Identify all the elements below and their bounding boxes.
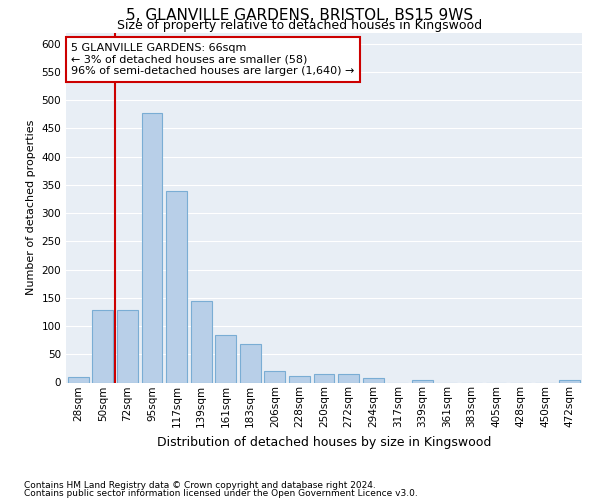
Bar bbox=[289, 376, 310, 382]
Bar bbox=[142, 113, 163, 382]
Bar bbox=[362, 378, 383, 382]
X-axis label: Distribution of detached houses by size in Kingswood: Distribution of detached houses by size … bbox=[157, 436, 491, 448]
Bar bbox=[314, 374, 334, 382]
Bar bbox=[559, 380, 580, 382]
Text: 5, GLANVILLE GARDENS, BRISTOL, BS15 9WS: 5, GLANVILLE GARDENS, BRISTOL, BS15 9WS bbox=[127, 8, 473, 22]
Y-axis label: Number of detached properties: Number of detached properties bbox=[26, 120, 36, 295]
Text: Contains HM Land Registry data © Crown copyright and database right 2024.: Contains HM Land Registry data © Crown c… bbox=[24, 481, 376, 490]
Bar bbox=[265, 371, 286, 382]
Bar bbox=[191, 300, 212, 382]
Bar bbox=[240, 344, 261, 383]
Bar bbox=[117, 310, 138, 382]
Text: Size of property relative to detached houses in Kingswood: Size of property relative to detached ho… bbox=[118, 18, 482, 32]
Bar bbox=[215, 334, 236, 382]
Bar bbox=[92, 310, 113, 382]
Bar bbox=[166, 190, 187, 382]
Text: Contains public sector information licensed under the Open Government Licence v3: Contains public sector information licen… bbox=[24, 489, 418, 498]
Bar bbox=[68, 377, 89, 382]
Text: 5 GLANVILLE GARDENS: 66sqm
← 3% of detached houses are smaller (58)
96% of semi-: 5 GLANVILLE GARDENS: 66sqm ← 3% of detac… bbox=[71, 43, 355, 76]
Bar bbox=[338, 374, 359, 382]
Bar bbox=[412, 380, 433, 382]
